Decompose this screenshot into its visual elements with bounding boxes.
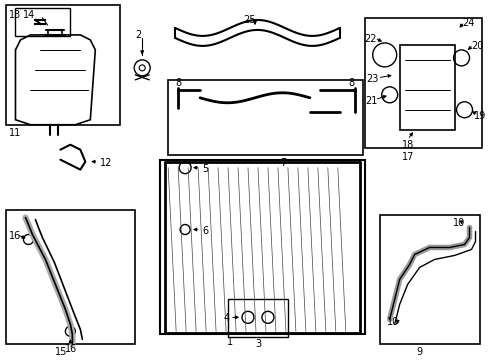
Text: 25: 25 xyxy=(243,15,256,25)
Bar xyxy=(227,300,287,337)
Text: 8: 8 xyxy=(175,78,181,88)
Text: 23: 23 xyxy=(366,74,378,84)
Text: 5: 5 xyxy=(202,164,208,174)
Text: 21: 21 xyxy=(365,96,377,106)
Bar xyxy=(5,5,120,125)
Text: 6: 6 xyxy=(202,225,208,235)
Text: 18: 18 xyxy=(401,140,413,150)
Text: 2: 2 xyxy=(135,30,141,40)
Text: 24: 24 xyxy=(462,18,474,28)
Text: 22: 22 xyxy=(364,34,376,44)
Bar xyxy=(5,210,135,344)
Text: 16: 16 xyxy=(8,230,20,240)
Text: 9: 9 xyxy=(416,347,422,357)
Text: 11: 11 xyxy=(8,128,20,138)
Text: 1: 1 xyxy=(226,337,233,347)
Text: 10: 10 xyxy=(386,317,398,327)
Text: 3: 3 xyxy=(254,339,261,349)
Text: 8: 8 xyxy=(348,78,354,88)
Text: 14: 14 xyxy=(22,10,35,20)
Text: 15: 15 xyxy=(55,347,68,357)
Text: 12: 12 xyxy=(100,158,112,168)
Bar xyxy=(399,45,454,130)
Text: 4: 4 xyxy=(224,313,230,323)
Bar xyxy=(379,215,479,344)
Bar xyxy=(168,80,362,155)
Bar xyxy=(16,8,70,36)
Bar xyxy=(160,160,364,334)
Bar xyxy=(364,18,482,148)
Text: 20: 20 xyxy=(470,41,483,51)
Text: 10: 10 xyxy=(451,217,464,228)
Text: 7: 7 xyxy=(279,158,285,168)
Text: 19: 19 xyxy=(472,111,485,121)
Text: 17: 17 xyxy=(401,152,413,162)
Text: 16: 16 xyxy=(65,344,78,354)
Text: 13: 13 xyxy=(8,10,20,20)
